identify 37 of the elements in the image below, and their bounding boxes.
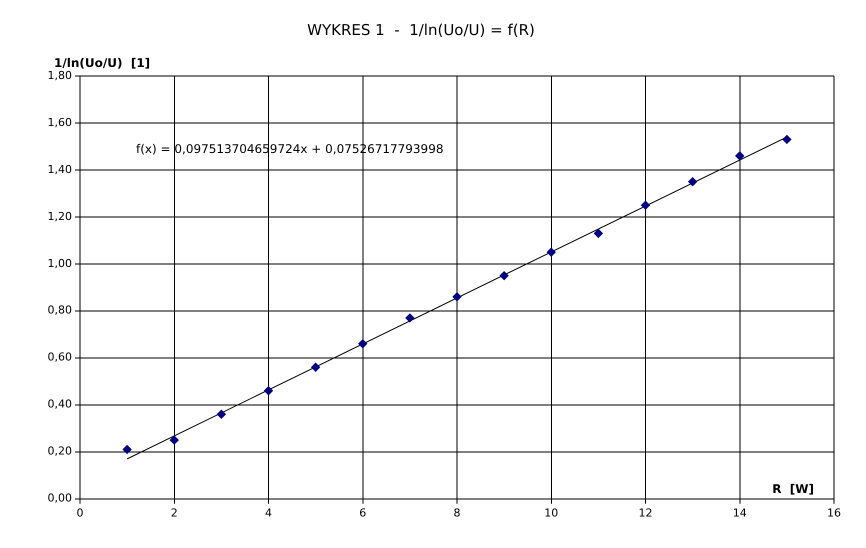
point bbox=[358, 339, 368, 348]
x-axis-title: R [W] bbox=[772, 482, 814, 496]
point bbox=[452, 292, 462, 302]
point bbox=[311, 362, 320, 372]
x-tick-label: 2 bbox=[170, 506, 178, 520]
point bbox=[500, 271, 509, 280]
point bbox=[405, 313, 414, 322]
x-tick-label: 0 bbox=[76, 506, 84, 520]
x-tick-label: 16 bbox=[827, 506, 841, 520]
y-tick-label: 1,80 bbox=[48, 68, 72, 82]
point bbox=[688, 177, 698, 186]
point bbox=[264, 386, 273, 396]
x-tick-label: 4 bbox=[265, 506, 272, 520]
x-tick-label: 12 bbox=[638, 506, 652, 520]
point bbox=[546, 248, 556, 257]
chart-title: WYKRES 1 - 1/ln(Uo/U) = f(R) bbox=[307, 20, 535, 39]
x-tick-label: 8 bbox=[454, 506, 460, 520]
point bbox=[170, 436, 179, 445]
x-tick-label: 10 bbox=[544, 506, 558, 520]
y-axis-title: 1/ln(Uo/U) [1] bbox=[54, 56, 150, 70]
y-tick-label: 0,20 bbox=[48, 444, 72, 458]
y-tick-label: 0,80 bbox=[48, 304, 72, 317]
y-tick-label: 1,40 bbox=[48, 162, 72, 176]
y-tick-label: 0,40 bbox=[48, 398, 72, 411]
point bbox=[735, 151, 744, 160]
y-tick-label: 1,20 bbox=[48, 210, 72, 223]
point bbox=[782, 134, 792, 144]
point bbox=[641, 200, 650, 210]
x-tick-label: 14 bbox=[732, 506, 747, 520]
point bbox=[594, 228, 603, 238]
y-tick-label: 0,60 bbox=[48, 350, 72, 364]
point bbox=[216, 410, 226, 419]
point bbox=[122, 444, 132, 454]
y-tick-label: 1,60 bbox=[48, 116, 72, 129]
x-tick-label: 6 bbox=[359, 506, 366, 520]
y-tick-label: 1,00 bbox=[48, 256, 72, 270]
y-tick-label: 0,00 bbox=[48, 492, 72, 505]
